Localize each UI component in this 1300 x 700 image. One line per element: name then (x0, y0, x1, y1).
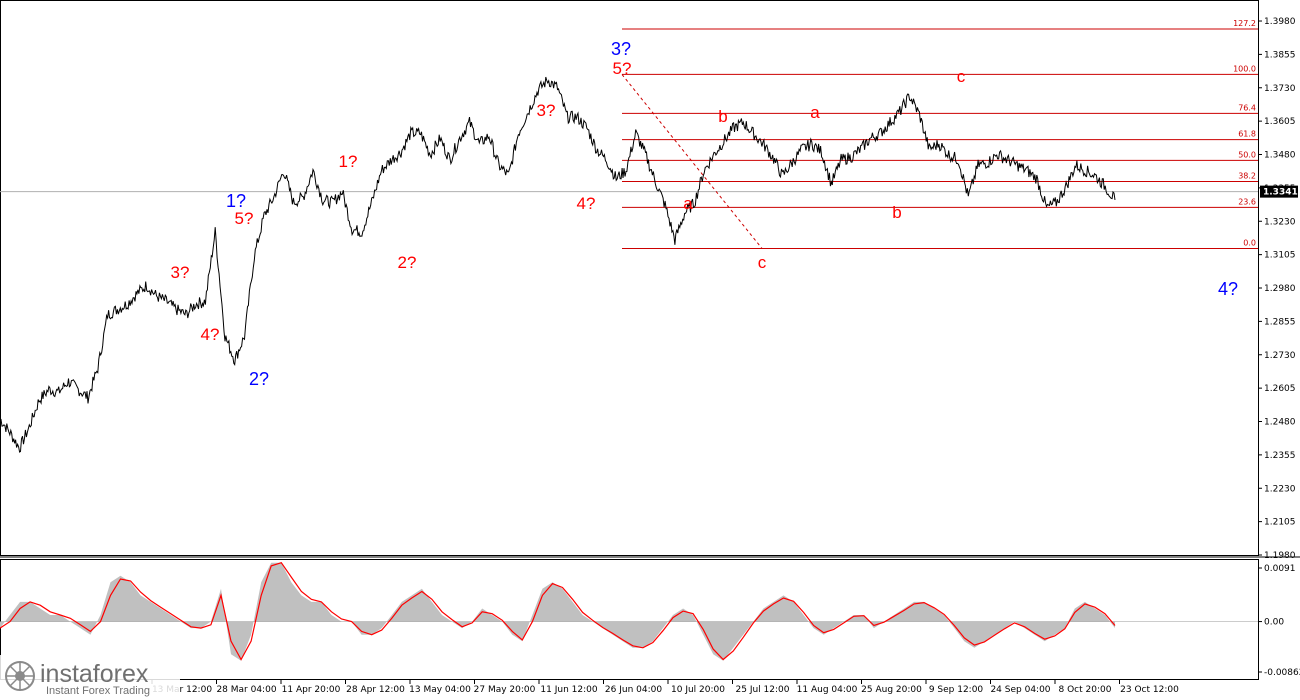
instaforex-logo: instaforex Instant Forex Trading (0, 655, 180, 700)
current-price-tag: 1.3341 (1260, 185, 1298, 198)
wave-label: b (892, 203, 901, 222)
y-tick-label: 1.2230 (1264, 484, 1296, 494)
wave-label: 3? (537, 101, 556, 120)
osc-tick-label: 0.00 (1264, 618, 1284, 628)
y-tick-label: 1.2105 (1264, 518, 1296, 528)
x-tick-label: 25 Aug 20:00 (861, 685, 922, 695)
y-tick-label: 1.3480 (1264, 151, 1296, 161)
y-tick-label: 1.3980 (1264, 17, 1296, 27)
fib-level-label: 61.8 (1238, 130, 1256, 139)
y-tick-label: 1.2855 (1264, 317, 1296, 327)
wave-label: 1? (226, 191, 246, 211)
oscillator-pane-frame (0, 559, 1259, 680)
x-tick-label: 28 Mar 04:00 (216, 685, 276, 695)
x-tick-label: 9 Sep 12:00 (929, 685, 984, 695)
x-tick-label: 10 Jul 20:00 (671, 685, 725, 695)
wave-label: 2? (249, 369, 269, 389)
logo-tagline: Instant Forex Trading (46, 685, 150, 697)
wave-label: 4? (1218, 279, 1238, 299)
price-tag-label: 1.3341 (1263, 188, 1298, 198)
y-tick-label: 1.3730 (1264, 84, 1296, 94)
fibonacci-anchor-line (621, 74, 763, 249)
wave-label: 4? (201, 325, 220, 344)
fib-level-label: 0.0 (1243, 238, 1256, 247)
price-series (0, 76, 1116, 453)
wave-label: c (957, 67, 966, 86)
wave-label: 5? (235, 209, 254, 228)
wave-label: 4? (577, 194, 596, 213)
oscillator-y-axis: 0.0091 0.00 -0.00862 (1258, 564, 1300, 678)
wave-label: 1? (339, 152, 358, 171)
fib-level-label: 100.0 (1233, 64, 1256, 73)
wave-label: a (683, 194, 693, 213)
fib-level-label: 76.4 (1238, 103, 1256, 112)
x-tick-label: 23 Oct 12:00 (1120, 685, 1179, 695)
y-tick-label: 1.3105 (1264, 251, 1296, 261)
main-y-axis: 1.39801.38551.37301.36051.34801.33551.32… (1258, 17, 1296, 561)
oscillator (0, 561, 1258, 661)
wave-label: 3? (171, 263, 190, 282)
logo-mark-icon (5, 661, 35, 691)
price-tag-bg (1260, 185, 1298, 198)
wave-label: b (718, 107, 727, 126)
x-tick-label: 11 Jun 12:00 (540, 685, 597, 695)
x-tick-label: 27 May 20:00 (474, 685, 536, 695)
fib-level-label: 127.2 (1233, 19, 1256, 28)
x-tick-label: 13 Mar 12:00 (152, 685, 212, 695)
wave-label: c (758, 253, 767, 272)
y-tick-label: 1.3605 (1264, 117, 1296, 127)
y-tick-label: 1.1980 (1264, 551, 1296, 561)
fib-level-label: 50.0 (1238, 150, 1256, 159)
x-tick-label: 24 Sep 04:00 (990, 685, 1050, 695)
osc-tick-label: -0.00862 (1264, 668, 1300, 678)
x-tick-label: 11 Apr 20:00 (282, 685, 341, 695)
fibonacci-levels: 127.2 100.0 76.4 61.8 50.0 38.2 23.6 0.0 (622, 19, 1258, 249)
x-tick-label: 26 Jun 04:00 (605, 685, 662, 695)
price-line (0, 76, 1116, 453)
main-pane-frame (0, 0, 1259, 556)
y-tick-label: 1.3230 (1264, 217, 1296, 227)
logo-name: instaforex (40, 660, 149, 688)
x-axis: 13 Mar 12:00 28 Mar 04:00 11 Apr 20:00 28 A… (151, 680, 1179, 695)
fib-level-label: 23.6 (1238, 197, 1256, 206)
wave-label: a (810, 103, 820, 122)
fib-level-label: 38.2 (1238, 171, 1256, 180)
y-tick-label: 1.2730 (1264, 351, 1296, 361)
logo-bg (0, 655, 180, 700)
oscillator-histogram (0, 562, 1115, 661)
y-tick-label: 1.2980 (1264, 284, 1296, 294)
wave-label: 5? (613, 59, 632, 78)
y-tick-label: 1.3855 (1264, 50, 1296, 60)
x-tick-label: 13 May 04:00 (409, 685, 471, 695)
x-tick-label: 28 Apr 12:00 (346, 685, 405, 695)
y-tick-label: 1.2480 (1264, 418, 1296, 428)
wave-label: 3? (611, 39, 631, 59)
x-tick-label: 25 Jul 12:00 (736, 685, 790, 695)
x-tick-label: 8 Oct 20:00 (1059, 685, 1112, 695)
x-tick-label: 11 Aug 04:00 (797, 685, 858, 695)
osc-tick-label: 0.0091 (1264, 564, 1296, 574)
y-tick-label: 1.2355 (1264, 451, 1296, 461)
y-tick-label: 1.2605 (1264, 384, 1296, 394)
oscillator-signal-line (0, 561, 1116, 661)
wave-label: 2? (398, 253, 417, 272)
